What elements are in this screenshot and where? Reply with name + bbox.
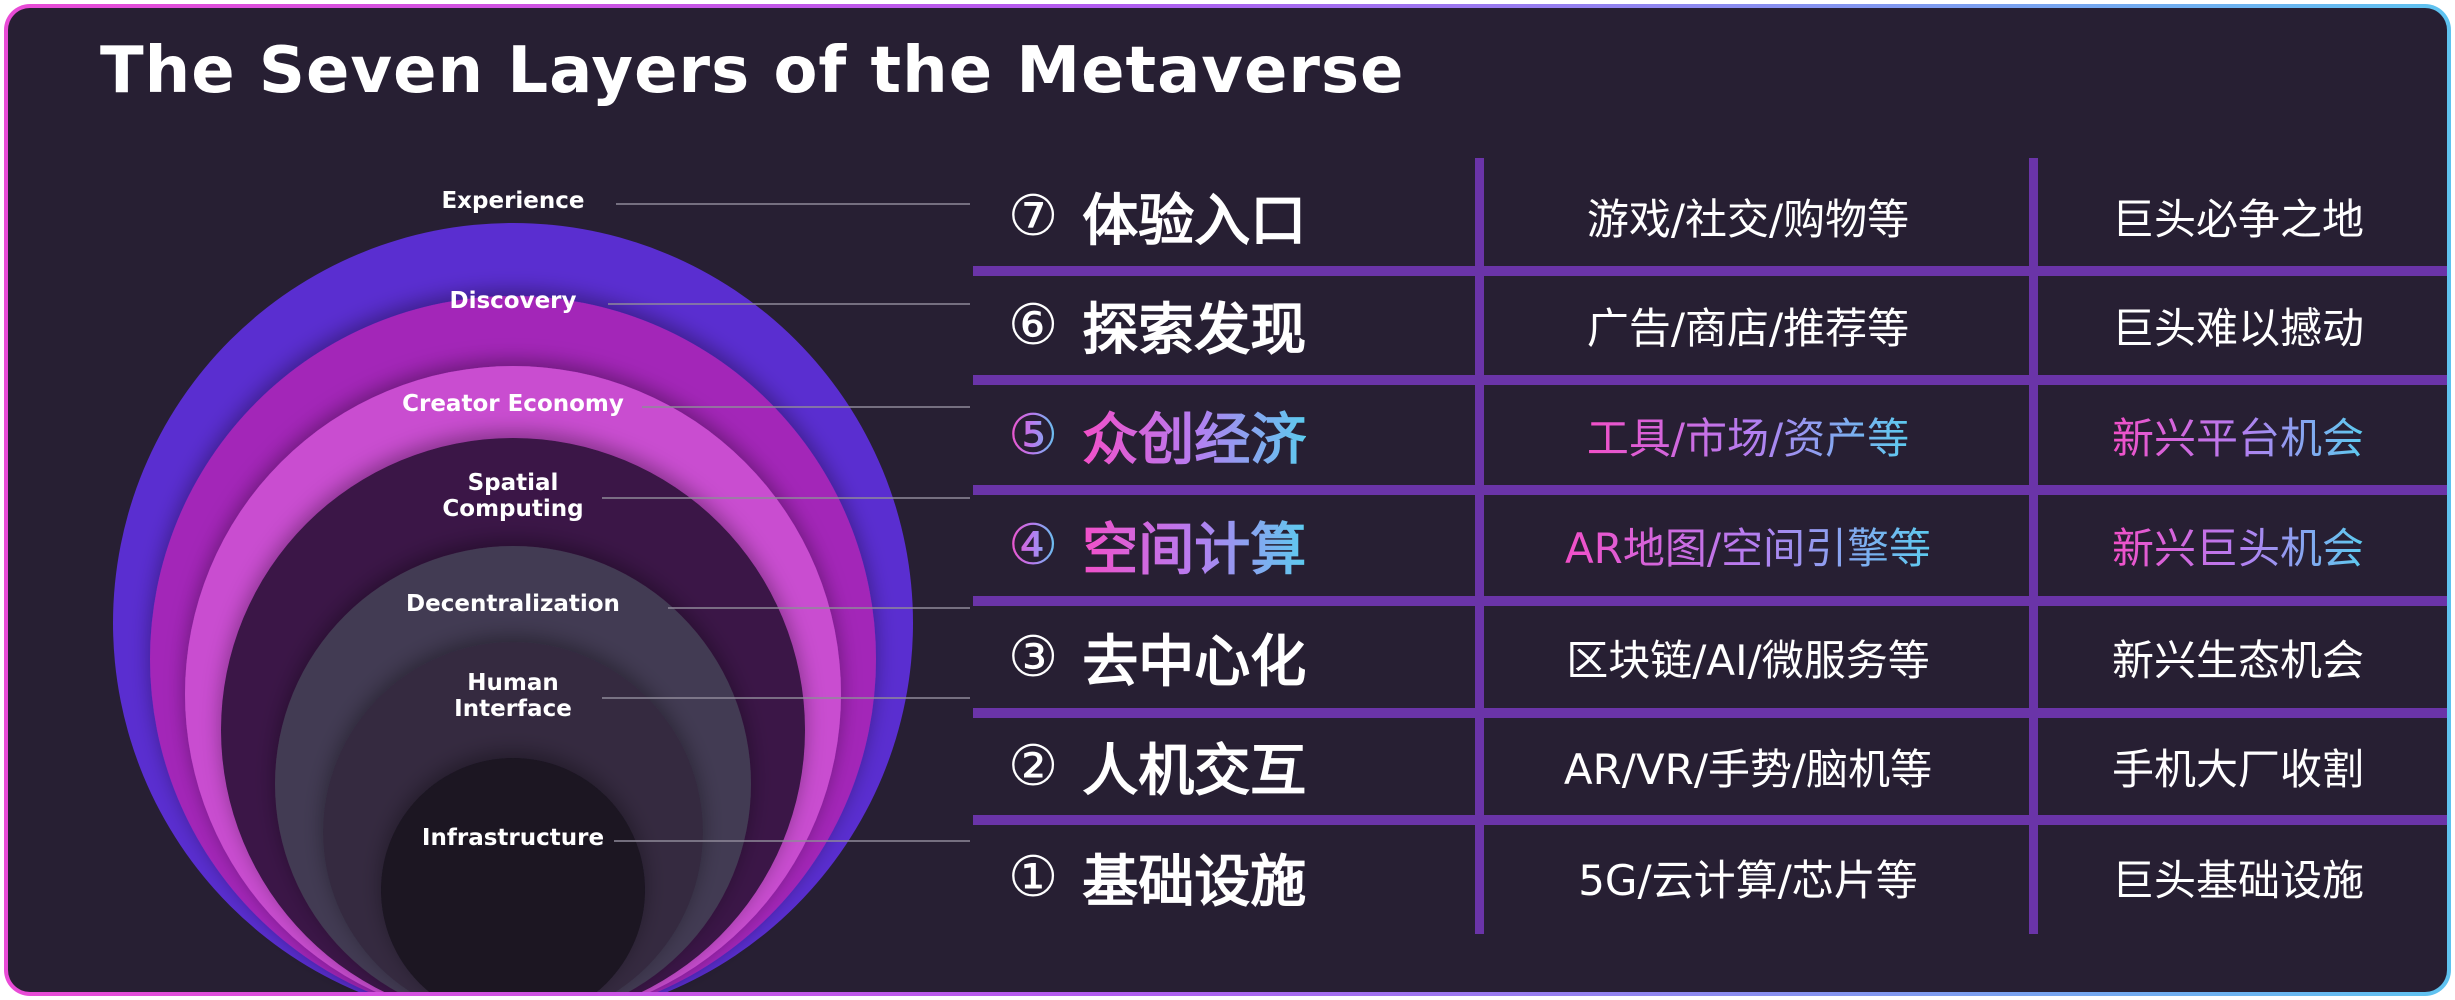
layer-examples-5: 工具/市场/资产等 [1478, 385, 2018, 485]
layer-name-2: ② 人机交互 [1008, 718, 1306, 815]
note-text: 新兴平台机会 [2112, 405, 2364, 466]
note-text: 新兴巨头机会 [2112, 515, 2364, 576]
layer-note-7: 巨头必争之地 [2111, 194, 2364, 244]
circle-label-experience: Experience [441, 188, 585, 214]
layer-number: ② [1008, 734, 1059, 799]
layer-number: ⑦ [1008, 183, 1059, 249]
circle-label-spatial-computing: Spatial Computing [442, 470, 584, 522]
layer-examples-7: 游戏/社交/购物等 [1586, 194, 1910, 244]
layer-name-6: ⑥ 探索发现 [1008, 276, 1306, 375]
layers-diagram [113, 158, 2447, 992]
layer-label: 人机交互 [1082, 739, 1307, 804]
layer-name-4: ④ 空间计算 [1008, 495, 1306, 596]
layer-examples-1: 5G/云计算/芯片等 [1578, 855, 1918, 905]
layer-name-7: ⑦ 体验入口 [1008, 166, 1306, 266]
layer-examples-3: 区块链/AI/微服务等 [1566, 635, 1930, 685]
leader-lines [602, 203, 970, 842]
layer-note-5: 新兴平台机会 [2036, 385, 2440, 485]
layer-label: 基础设施 [1082, 849, 1307, 915]
ring-infrastructure [381, 758, 645, 992]
examples-text: 工具/市场/资产等 [1587, 405, 1909, 466]
layer-note-6: 巨头难以撼动 [2111, 304, 2364, 353]
layer-note-2: 手机大厂收割 [2111, 745, 2364, 794]
circle-label-creator-economy: Creator Economy [402, 391, 624, 417]
layer-label: 去中心化 [1082, 629, 1307, 695]
layer-name-3: ③ 去中心化 [1008, 606, 1306, 708]
layer-examples-4: AR地图/空间引擎等 [1478, 495, 2018, 596]
layer-note-3: 新兴生态机会 [2111, 635, 2364, 685]
layer-note-4: 新兴巨头机会 [2036, 495, 2440, 596]
layer-note-1: 巨头基础设施 [2111, 855, 2364, 905]
layer-label: 众创经济 [1082, 395, 1306, 476]
diagram-panel: The Seven Layers of the Metaverse [8, 8, 2447, 992]
layer-label: 空间计算 [1082, 505, 1306, 586]
layer-number: ⑥ [1008, 293, 1059, 358]
layer-number: ① [1008, 844, 1059, 910]
table-grid [973, 158, 2447, 934]
layer-label: 体验入口 [1082, 188, 1307, 254]
layer-examples-6: 广告/商店/推荐等 [1586, 304, 1910, 353]
circle-label-decentralization: Decentralization [406, 591, 620, 617]
layer-name-1: ① 基础设施 [1008, 825, 1306, 929]
circle-label-infrastructure: Infrastructure [421, 825, 605, 851]
layer-number: ④ [1008, 513, 1059, 578]
layer-number: ⑤ [1008, 402, 1059, 468]
examples-text: AR地图/空间引擎等 [1565, 515, 1931, 576]
layer-number: ③ [1008, 624, 1059, 690]
circle-label-discovery: Discovery [449, 288, 577, 314]
page-title: The Seven Layers of the Metaverse [100, 34, 1405, 108]
layer-label: 探索发现 [1082, 298, 1307, 363]
layer-examples-2: AR/VR/手势/脑机等 [1563, 745, 1933, 794]
layer-name-5: ⑤ 众创经济 [1008, 385, 1306, 485]
circle-label-human-interface: Human Interface [454, 670, 572, 722]
